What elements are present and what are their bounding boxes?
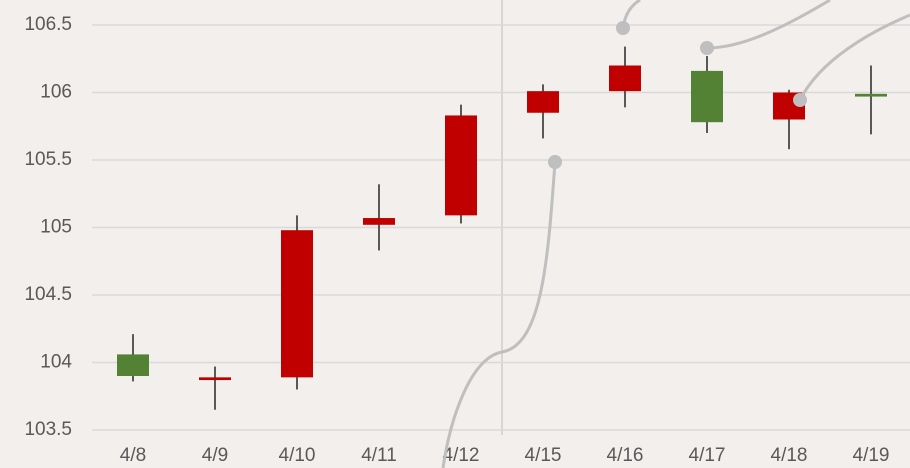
plot-area: 103.5 104 104.5 105 105.5 106 106.5 4/8 4/9 4/10 4…: [24, 14, 910, 466]
callout-dot: [793, 93, 807, 107]
callout-dot: [616, 21, 630, 35]
candle-body: [691, 70, 723, 123]
candle-body: [445, 115, 477, 216]
x-tick-label: 4/8: [120, 445, 146, 466]
x-tick-label: 4/16: [607, 445, 644, 466]
y-tick-label: 104.5: [24, 284, 72, 305]
callout-dots: [548, 21, 807, 169]
callout-dot: [700, 41, 714, 55]
callout-line: [441, 161, 557, 468]
candle-body: [363, 218, 395, 225]
x-tick-label: 4/10: [279, 445, 316, 466]
x-tick-label: 4/12: [443, 445, 480, 466]
y-tick-label: 105.5: [24, 149, 72, 170]
candle-body: [609, 65, 641, 92]
candle-body: [117, 354, 149, 376]
x-tick-label: 4/19: [853, 445, 890, 466]
x-tick-label: 4/18: [771, 445, 808, 466]
y-tick-label: 105: [40, 217, 72, 238]
callout-lines: [441, 0, 910, 468]
x-tick-label: 4/11: [361, 445, 397, 466]
callout-dot: [548, 155, 562, 169]
y-tick-label: 106.5: [24, 14, 72, 35]
y-tick-label: 106: [40, 82, 72, 103]
x-tick-label: 4/9: [202, 445, 228, 466]
x-tick-label: 4/17: [689, 445, 726, 466]
x-tick-label: 4/15: [525, 445, 562, 466]
candle-body: [527, 91, 559, 113]
candle-body: [199, 377, 231, 381]
callout-line: [798, 13, 910, 101]
candle-body: [281, 230, 313, 378]
y-tick-label: 103.5: [24, 419, 72, 440]
y-tick-label: 104: [40, 352, 72, 373]
callout-line: [706, 0, 831, 50]
candle-body: [855, 93, 887, 97]
